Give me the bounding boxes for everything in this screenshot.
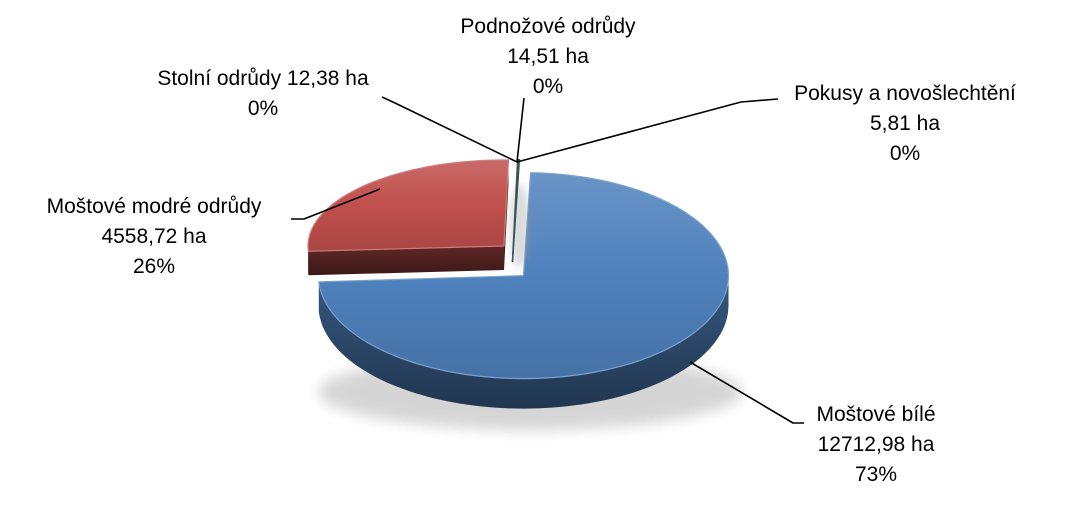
slice-label-value: 5,81 ha xyxy=(869,112,941,135)
pie-3d xyxy=(307,159,730,409)
slice-label-name: Stolní odrůdy 12,38 ha xyxy=(157,67,369,90)
slice-label-value: 14,51 ha xyxy=(507,45,589,68)
slice-label-name: Moštové modré odrůdy xyxy=(46,195,262,218)
leader-line-bile xyxy=(689,361,804,424)
pie-wall-modre xyxy=(308,246,504,276)
slice-label-percent: 73% xyxy=(854,463,898,486)
slice-label-percent: 26% xyxy=(132,255,176,278)
slice-label-name: Podnožové odrůdy xyxy=(460,15,636,38)
pie-slice-pokusy xyxy=(511,158,521,263)
slice-label-pokusy: Pokusy a novošlechtění 5,81 ha 0% xyxy=(780,79,1030,169)
pie-slice-modre xyxy=(307,159,510,252)
pie-slice-bile xyxy=(318,172,730,380)
slice-label-value: 4558,72 ha xyxy=(101,225,207,248)
slice-label-percent: 0% xyxy=(889,142,921,165)
slice-label-name: Moštové bílé xyxy=(816,403,936,426)
slice-label-percent: 0% xyxy=(247,97,279,120)
slice-label-stolni: Stolní odrůdy 12,38 ha 0% xyxy=(143,64,383,124)
slice-label-podnozove: Podnožové odrůdy 14,51 ha 0% xyxy=(438,12,658,102)
slice-label-percent: 0% xyxy=(532,75,564,98)
slice-label-bile: Moštové bílé 12712,98 ha 73% xyxy=(776,400,976,490)
pie-rim-bile xyxy=(318,275,729,409)
slice-label-modre: Moštové modré odrůdy 4558,72 ha 26% xyxy=(29,192,279,282)
pie-tiny-slices xyxy=(511,158,521,263)
slice-label-name: Pokusy a novošlechtění xyxy=(794,82,1016,105)
slice-label-value: 12712,98 ha xyxy=(817,433,935,456)
leader-line-stolni xyxy=(381,96,518,163)
leader-line-modre xyxy=(291,188,381,220)
leader-line-podnozove xyxy=(516,97,525,163)
leader-lines xyxy=(291,96,804,424)
leader-line-pokusy xyxy=(516,98,779,163)
